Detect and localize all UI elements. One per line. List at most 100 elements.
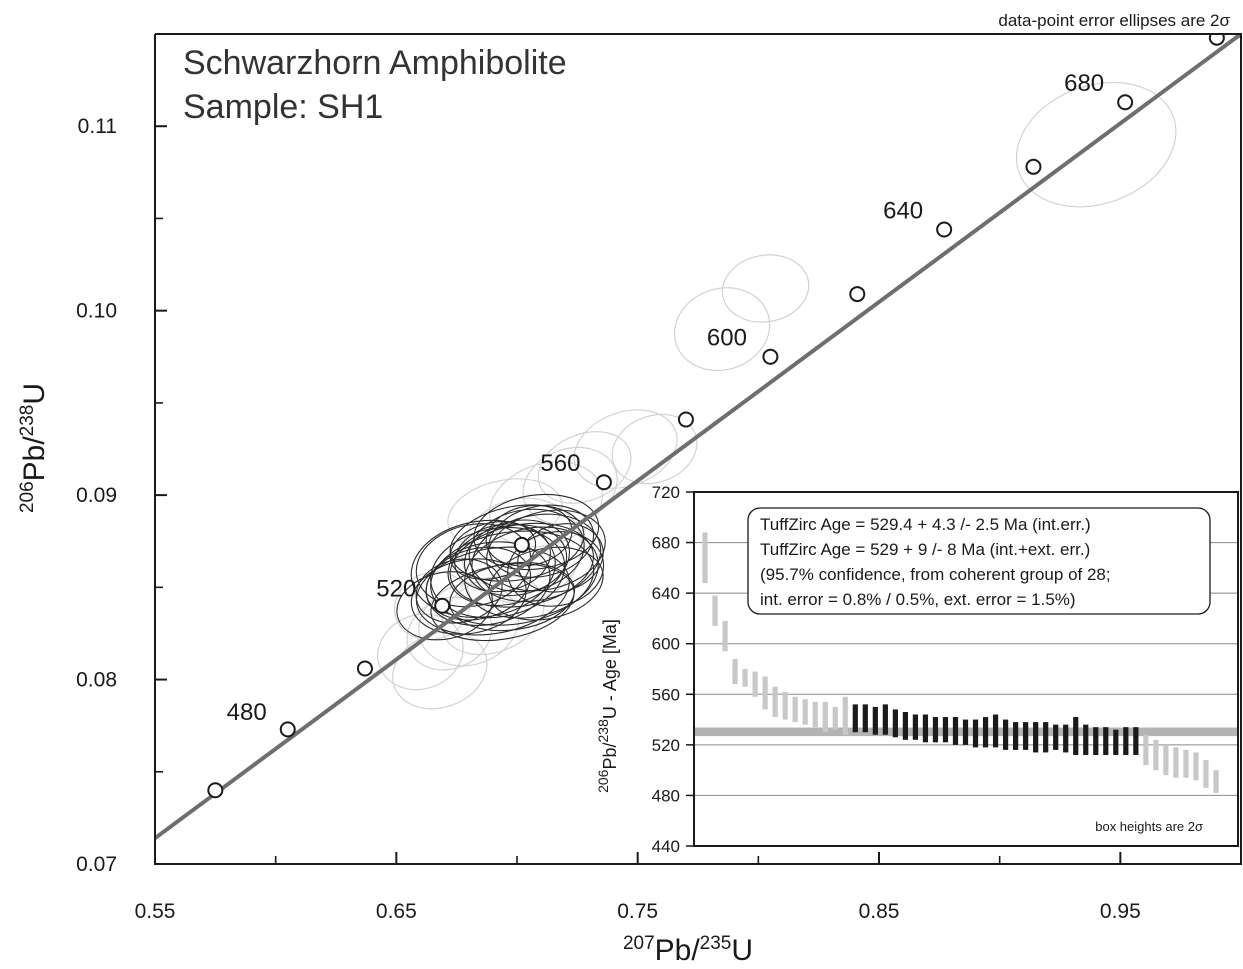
main-axes: 0.55 0.65 0.75 0.85 0.95 0.07 0.08 0.09 0.10 0.11 <box>76 33 1242 923</box>
concordia-age-label: 600 <box>707 325 747 352</box>
inset-y-tick-label: 640 <box>652 584 680 603</box>
excluded-error-ellipse <box>573 409 678 489</box>
excluded-age-bar <box>842 696 848 735</box>
concordia-age-label: 520 <box>376 576 416 603</box>
excluded-age-bar <box>722 620 728 652</box>
excluded-age-bar <box>1153 739 1159 771</box>
y-tick-label: 0.08 <box>76 669 117 692</box>
excluded-age-bar <box>772 686 778 718</box>
inset-age-bars <box>702 532 1219 793</box>
accepted-age-bar <box>1093 727 1099 755</box>
inset-y-tick-label: 600 <box>652 635 680 654</box>
concordia-age-marker <box>434 597 451 614</box>
accepted-age-bar <box>852 704 858 733</box>
excluded-age-bar <box>712 595 718 627</box>
error-ellipses <box>377 81 1177 710</box>
error-ellipse-note: data-point error ellipses are 2σ <box>998 11 1230 30</box>
accepted-age-bar <box>1043 722 1049 753</box>
x-tick-label: 0.55 <box>135 900 176 923</box>
inset-border <box>693 491 1239 847</box>
accepted-age-bar <box>962 719 969 745</box>
accepted-error-ellipse <box>430 530 595 626</box>
concordia-age-marker <box>207 782 224 799</box>
concordia-age-marker <box>677 411 694 428</box>
concordia-age-label: 560 <box>540 450 580 477</box>
y-tick-label: 0.09 <box>76 484 117 507</box>
concordia-age-marker <box>595 474 612 491</box>
x-axis-label: 207Pb/235U <box>623 933 753 967</box>
accepted-age-bar <box>882 704 888 735</box>
concordia-age-labels: 480 520 560 600 640 680 <box>227 70 1104 726</box>
accepted-age-bar <box>1073 717 1079 755</box>
info-line-3: (95.7% confidence, from coherent group o… <box>760 565 1111 584</box>
concordia-age-marker <box>1117 94 1134 111</box>
chart-title: Schwarzhorn Amphibolite <box>183 44 567 82</box>
y-tick-label: 0.11 <box>78 115 117 138</box>
inset-y-tick-label: 480 <box>652 786 680 805</box>
accepted-age-bar <box>862 704 868 733</box>
accepted-age-bar <box>932 717 939 743</box>
accepted-age-bar <box>1002 719 1009 750</box>
accepted-error-ellipse <box>486 509 606 592</box>
accepted-error-ellipse <box>430 563 575 642</box>
inset-y-tick-label: 680 <box>652 534 680 553</box>
excluded-age-bar <box>782 691 788 720</box>
inset-y-tick-label: 520 <box>652 736 680 755</box>
excluded-error-ellipse <box>377 613 464 691</box>
concordia-age-marker <box>762 348 779 365</box>
accepted-error-ellipse <box>410 558 527 635</box>
excluded-age-bar <box>812 701 818 728</box>
accepted-error-ellipse <box>464 526 599 619</box>
excluded-error-ellipse <box>611 413 698 485</box>
accepted-error-ellipse <box>488 546 604 621</box>
excluded-age-bar <box>1163 744 1169 776</box>
accepted-age-bar <box>1023 722 1029 750</box>
concordia-age-marker <box>936 221 953 238</box>
accepted-age-bar <box>982 717 989 748</box>
concordia-age-label: 680 <box>1064 70 1104 97</box>
inset-info-box <box>747 507 1211 615</box>
excluded-error-ellipse <box>441 574 545 656</box>
accepted-age-bar <box>902 711 908 740</box>
info-line-1: TuffZirc Age = 529.4 + 4.3 /- 2.5 Ma (in… <box>760 515 1091 534</box>
accepted-error-ellipse <box>425 546 532 621</box>
accepted-error-ellipse <box>415 546 570 636</box>
accepted-age-bar <box>992 714 999 748</box>
accepted-age-bar <box>912 714 919 740</box>
x-tick-label: 0.85 <box>859 900 900 923</box>
concordia-age-label: 480 <box>227 699 267 726</box>
accepted-age-bar <box>942 717 949 743</box>
inset-y-tick-label: 720 <box>652 483 680 502</box>
age-inset-panel: 440 480 520 560 600 640 680 720 TuffZirc Age = … <box>595 483 1239 856</box>
concordia-age-marker <box>1208 34 1225 46</box>
excluded-age-bar <box>832 706 838 730</box>
accepted-error-ellipse <box>396 571 493 641</box>
accepted-age-bar <box>1103 727 1109 755</box>
excluded-error-ellipse <box>447 478 563 549</box>
excluded-age-bar <box>732 658 738 685</box>
accepted-age-bar <box>1123 727 1129 755</box>
accepted-age-bar <box>892 709 898 738</box>
accepted-age-bar <box>972 719 979 748</box>
accepted-age-bar <box>1033 722 1039 753</box>
y-tick-label: 0.07 <box>76 853 117 876</box>
accepted-age-bar <box>1113 729 1119 755</box>
accepted-error-ellipse <box>473 493 600 571</box>
excluded-error-ellipse <box>721 254 810 323</box>
concordia-curve <box>155 34 1241 840</box>
excluded-age-bar <box>762 676 768 710</box>
accepted-age-bar <box>1013 722 1019 750</box>
excluded-error-ellipse <box>393 571 472 641</box>
accepted-age-bar <box>1083 724 1089 755</box>
concordia-age-marker <box>849 286 866 303</box>
excluded-age-bar <box>1193 752 1199 781</box>
excluded-error-ellipse <box>537 431 632 504</box>
concordia-age-marker <box>1025 158 1042 175</box>
accepted-error-ellipse <box>415 523 532 608</box>
excluded-age-bar <box>792 696 798 723</box>
accepted-age-bar <box>952 717 959 745</box>
accepted-age-bar <box>1053 724 1059 750</box>
excluded-age-bar <box>1213 770 1219 793</box>
accepted-error-ellipse <box>471 513 602 603</box>
